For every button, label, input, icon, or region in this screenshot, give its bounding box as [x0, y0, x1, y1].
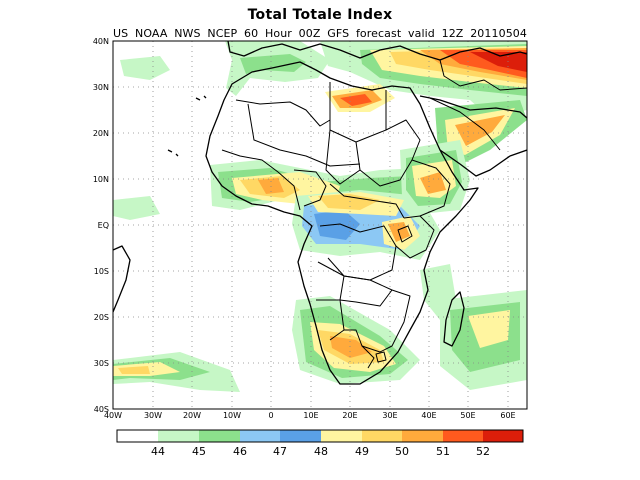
lon-label: 10E	[303, 411, 318, 420]
colorbar: 44 45 46 47 48 49 50 51 52	[116, 429, 524, 458]
field-congo-blue2	[314, 210, 360, 240]
arabia-coastline	[419, 95, 527, 177]
lon-label: 20E	[342, 411, 357, 420]
colorbar-label: 48	[314, 445, 328, 458]
lon-label: 50E	[460, 411, 475, 420]
lake-victoria	[397, 225, 413, 243]
border-namibia-botswana	[316, 299, 381, 353]
border-east-africa	[395, 215, 435, 259]
madagascar-coastline	[443, 291, 465, 347]
field-congo-orange	[318, 194, 380, 210]
colorbar-label: 50	[395, 445, 409, 458]
colorbar-swatch	[483, 430, 523, 442]
colorbar-swatch	[362, 430, 402, 442]
lat-label: EQ	[98, 221, 109, 230]
lat-label: 30S	[94, 359, 109, 368]
field-arabia-orange	[455, 115, 505, 146]
map-subtitle: US NOAA NWS NCEP 60 Hour 00Z GFS forecas…	[113, 27, 527, 40]
colorbar-swatch	[240, 430, 280, 442]
plot-frame	[112, 40, 528, 410]
border-mali-niger	[247, 103, 361, 167]
border-car-drc	[329, 183, 405, 219]
cape-verde-islands	[167, 149, 179, 157]
lon-label: 10W	[223, 411, 241, 420]
africa-coastline	[205, 61, 479, 385]
country-borders	[221, 59, 527, 369]
shaded-field	[113, 41, 527, 392]
lon-label: 0	[268, 411, 273, 420]
lon-label: 40E	[421, 411, 436, 420]
border-mozambique	[379, 289, 411, 353]
border-chad	[325, 129, 361, 185]
field-atlantic-orange	[118, 366, 150, 374]
lon-label: 30W	[144, 411, 162, 420]
colorbar-swatch	[443, 430, 483, 442]
colorbar-swatch	[117, 430, 158, 442]
border-ethiopia	[411, 159, 451, 217]
lon-labels: 40W 30W 20W 10W 0 10E 20E 30E 40E 50E 60…	[104, 411, 516, 420]
field-ethiopia-orange	[420, 172, 446, 194]
border-algeria	[235, 99, 331, 127]
europe-coastline	[227, 41, 527, 61]
colorbar-swatch	[402, 430, 443, 442]
border-south-africa	[329, 329, 375, 369]
border-middle-east	[439, 59, 527, 91]
colorbar-swatch	[158, 430, 199, 442]
field-nw-atlantic-light	[120, 56, 170, 80]
lat-label: 30N	[93, 83, 109, 92]
lat-label: 10N	[93, 175, 109, 184]
lake-lesotho	[375, 351, 387, 363]
field-libya-red	[340, 94, 372, 106]
field-indian-yellow	[468, 310, 510, 348]
lat-label: 20S	[94, 313, 109, 322]
colorbar-swatch	[321, 430, 362, 442]
border-sudan	[355, 119, 421, 187]
colorbar-label: 52	[476, 445, 490, 458]
graticule	[113, 41, 527, 409]
colorbar-label: 46	[233, 445, 247, 458]
lon-label: 20W	[183, 411, 201, 420]
lon-label: 60E	[500, 411, 515, 420]
colorbar-label: 47	[273, 445, 287, 458]
map-title: Total Totale Index	[247, 7, 393, 23]
border-nigeria	[293, 169, 327, 207]
field-south-orange2	[330, 336, 372, 358]
colorbar-label: 51	[436, 445, 450, 458]
colorbar-swatch	[280, 430, 321, 442]
field-med-darkred	[470, 52, 527, 72]
lon-label: 30E	[382, 411, 397, 420]
lat-label: 10S	[94, 267, 109, 276]
lat-label: 40N	[93, 37, 109, 46]
colorbar-label: 44	[151, 445, 165, 458]
field-sw-atlantic-light	[113, 196, 160, 220]
canary-islands	[195, 95, 207, 101]
colorbar-frame	[116, 429, 524, 443]
colorbar-label: 49	[355, 445, 369, 458]
lat-label: 20N	[93, 129, 109, 138]
lon-label: 40W	[104, 411, 122, 420]
coastlines	[113, 41, 527, 385]
border-zambia	[339, 275, 393, 307]
border-west-africa	[221, 149, 301, 211]
lat-labels: 40N 30N 20N 10N EQ 10S 20S 30S 40S	[93, 37, 109, 414]
south-america-coastline	[113, 245, 131, 313]
field-nw-africa-mid	[240, 54, 306, 74]
lat-label: 40S	[94, 405, 109, 414]
border-arabia	[429, 97, 501, 151]
colorbar-label: 45	[192, 445, 206, 458]
colorbar-swatch	[199, 430, 240, 442]
